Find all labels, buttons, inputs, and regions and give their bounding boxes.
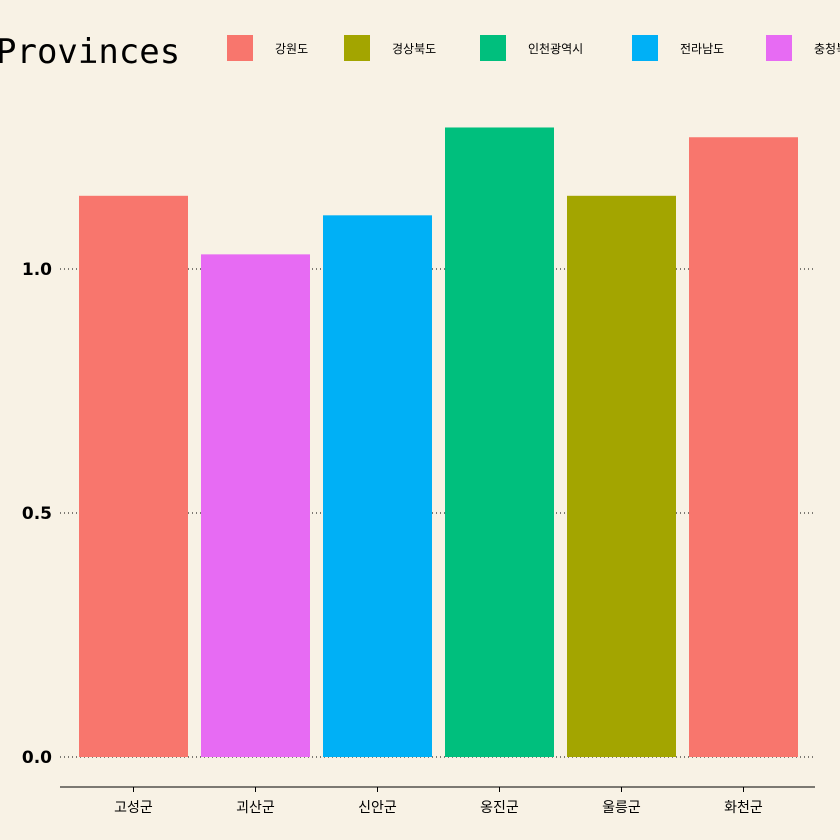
legend-label: 경상북도: [392, 42, 436, 56]
legend-swatch: [227, 35, 253, 61]
legend-swatch: [632, 35, 658, 61]
legend-item: 전라남도: [632, 35, 724, 61]
y-tick-label: 0.0: [22, 748, 52, 768]
x-tick-label: 괴산군: [236, 800, 275, 816]
bar: [201, 254, 310, 758]
legend-label: 충청북도: [814, 42, 840, 56]
legend-label: 인천광역시: [528, 41, 583, 56]
legend-item: 강원도: [227, 35, 308, 61]
legend-label: 전라남도: [680, 42, 724, 56]
legend: Provinces 강원도 경상북도 인천광역시 전라남도 충청북도: [0, 32, 840, 72]
x-tick-label: 고성군: [114, 800, 153, 816]
bar: [567, 195, 676, 758]
y-tick-label: 0.5: [22, 504, 52, 524]
x-tick-label: 신안군: [358, 800, 397, 816]
bar: [323, 215, 432, 757]
legend-swatch: [344, 35, 370, 61]
legend-item: 인천광역시: [480, 35, 583, 61]
bars-layer: [79, 127, 798, 758]
legend-title: Provinces: [0, 32, 180, 72]
legend-swatch: [766, 35, 792, 61]
y-axis-ticks: 0.0 0.5 1.0: [22, 260, 52, 768]
y-tick-label: 1.0: [22, 260, 52, 280]
x-tick-label: 울릉군: [602, 800, 641, 816]
bar: [689, 137, 798, 758]
legend-item: 경상북도: [344, 35, 436, 61]
bar: [445, 127, 554, 758]
x-axis-ticks: 고성군 괴산군 신안군 옹진군 울릉군 화천군: [114, 787, 763, 816]
x-tick-label: 화천군: [724, 800, 763, 816]
legend-swatch: [480, 35, 506, 61]
legend-item: 충청북도: [766, 35, 840, 61]
legend-label: 강원도: [275, 42, 308, 56]
bar: [79, 195, 188, 758]
x-tick-label: 옹진군: [480, 800, 519, 816]
